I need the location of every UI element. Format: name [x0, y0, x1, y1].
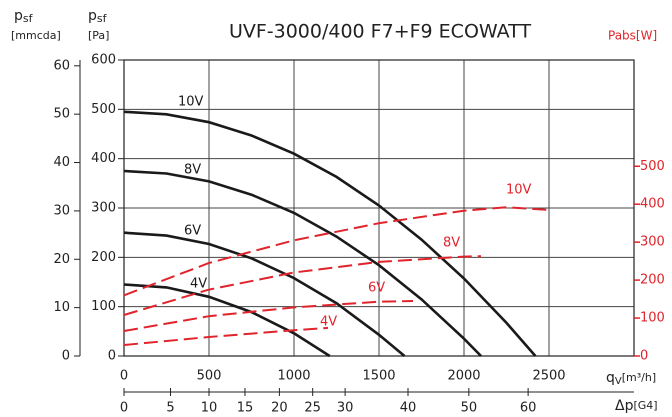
y3-label: psf	[14, 8, 34, 25]
y3-tick-label: 20	[53, 252, 70, 267]
y-label-sub: sf	[97, 12, 108, 25]
chart-title: UVF-3000/400 F7+F9 ECOWATT	[229, 21, 532, 43]
y2-tick-label: 300	[640, 235, 665, 250]
curve-label: 8V	[443, 236, 460, 251]
y2-tick-label: 400	[640, 197, 665, 212]
curve	[123, 300, 414, 332]
x-label: qV[m³/h]	[606, 370, 656, 387]
y-tick-label: 600	[91, 53, 116, 68]
y2-tick-label: 500	[640, 159, 665, 174]
y3-tick-label: 10	[53, 300, 70, 315]
x2-tick-label: 60	[520, 401, 537, 416]
curve-label: 10V	[506, 183, 532, 198]
y3-label-unit: [mmcda]	[11, 29, 61, 42]
x2-tick-label: 20	[271, 401, 288, 416]
x2-tick-label: 50	[461, 401, 478, 416]
x-tick-label: 2000	[447, 369, 480, 384]
y3-tick-label: 50	[53, 107, 70, 122]
curve-label: 6V	[368, 281, 385, 296]
y-label-main: p	[88, 8, 97, 24]
y-tick-label: 400	[91, 151, 116, 166]
y2-tick-label: 200	[640, 273, 665, 288]
y3-tick-label: 0	[62, 349, 70, 364]
curve	[123, 255, 482, 316]
x-tick-label: 500	[197, 369, 222, 384]
y-tick-label: 100	[91, 299, 116, 314]
x-label-unit: [m³/h]	[622, 371, 656, 384]
x2-tick-label: 15	[237, 401, 254, 416]
y-tick-label: 200	[91, 250, 116, 265]
y-tick-label: 0	[108, 349, 116, 364]
curve	[123, 283, 331, 358]
x2-tick-label: 40	[400, 401, 417, 416]
x-tick-label: 2500	[532, 369, 565, 384]
x2-label-main: Δp	[615, 398, 634, 414]
x2-tick-label: 0	[120, 401, 128, 416]
x2-tick-label: 25	[304, 401, 321, 416]
x-label-main: q	[606, 370, 615, 386]
y3-tick-label: 30	[53, 203, 70, 218]
x-tick-label: 1000	[277, 369, 310, 384]
x2-tick-label: 5	[166, 401, 174, 416]
curve	[123, 206, 550, 297]
x2-tick-label: 10	[201, 401, 218, 416]
curve	[123, 110, 537, 357]
x-tick-label: 0	[120, 369, 128, 384]
plot-border	[123, 59, 635, 357]
y-tick-label: 500	[91, 102, 116, 117]
curve	[123, 231, 406, 357]
curve-label: 10V	[178, 95, 204, 110]
y2-label: Pabs[W]	[608, 29, 657, 43]
x2-tick-label: 30	[337, 401, 354, 416]
y2-tick-label: 100	[640, 311, 665, 326]
y-tick-label: 300	[91, 201, 116, 216]
x-tick-label: 1500	[362, 369, 395, 384]
x2-label: Δp[G4]	[615, 398, 658, 414]
curve-label: 6V	[184, 224, 201, 239]
y3-tick-label: 40	[53, 155, 70, 170]
y2-tick-label: 0	[640, 349, 648, 364]
curve-label: 4V	[320, 315, 337, 330]
curve	[123, 169, 482, 357]
y-label-unit: [Pa]	[88, 29, 109, 42]
curve-label: 4V	[190, 277, 207, 292]
y3-label-sub: sf	[23, 12, 34, 25]
curve-label: 8V	[184, 163, 201, 178]
y-label: psf	[88, 8, 108, 25]
y3-label-main: p	[14, 8, 23, 24]
curve	[123, 326, 329, 346]
y3-tick-label: 60	[53, 58, 70, 73]
x2-label-unit: [G4]	[633, 399, 657, 412]
x-label-sub: V	[615, 376, 622, 387]
